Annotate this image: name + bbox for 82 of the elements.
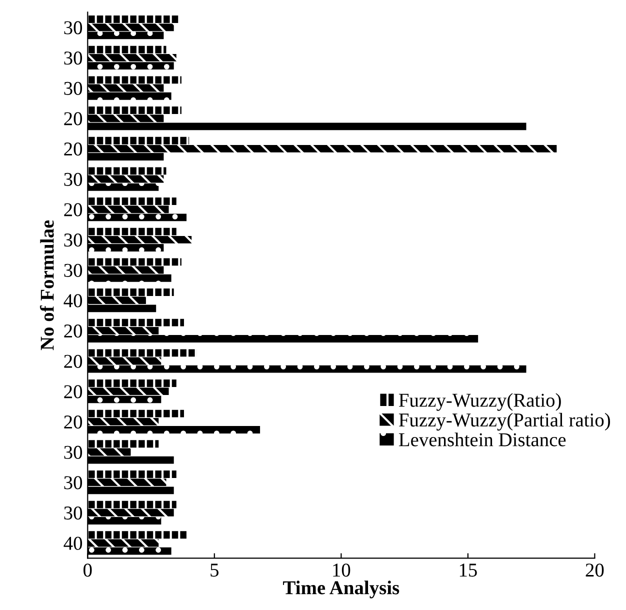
- y-axis-title: No of Formulae: [40, 220, 54, 350]
- bar: [88, 547, 172, 555]
- y-tick-label: 30: [64, 21, 82, 34]
- bar: [88, 396, 162, 404]
- bar: [88, 236, 192, 244]
- x-tick-label: 15: [460, 564, 477, 577]
- bar: [88, 410, 184, 418]
- x-tick-label: 10: [333, 564, 350, 577]
- bar: [88, 531, 187, 539]
- bar: [88, 478, 166, 486]
- bar: [88, 426, 260, 434]
- y-tick-label: 30: [64, 52, 82, 65]
- y-tick-label: 20: [64, 142, 82, 156]
- bar: [88, 517, 162, 524]
- bar: [88, 153, 164, 160]
- bar: [88, 258, 182, 266]
- y-tick-label: 20: [64, 385, 82, 398]
- bar: [88, 62, 174, 70]
- y-tick-label: 40: [64, 294, 82, 308]
- bar: [88, 54, 176, 62]
- x-tick-label: 0: [84, 564, 92, 577]
- bar: [88, 244, 164, 252]
- bar: [88, 16, 179, 23]
- y-tick-label: 30: [64, 446, 82, 459]
- bar: [88, 266, 164, 274]
- bar: [88, 122, 526, 130]
- bar: [88, 167, 166, 175]
- bar: [88, 198, 176, 205]
- y-tick-label: 30: [64, 476, 82, 490]
- bar: [88, 500, 176, 508]
- y-tick-label: 20: [64, 203, 82, 216]
- bar: [88, 440, 159, 448]
- bar: [88, 318, 184, 326]
- x-tick-label: 20: [586, 564, 604, 577]
- bar: [88, 84, 164, 92]
- y-tick-label: 40: [64, 536, 82, 550]
- bar: [88, 357, 162, 365]
- bar: [88, 206, 169, 214]
- bar: [88, 326, 159, 334]
- x-tick-label: 5: [210, 564, 219, 577]
- bar: [88, 136, 190, 144]
- bar: [88, 418, 159, 426]
- bar: [88, 106, 182, 114]
- bar: [88, 508, 174, 516]
- y-tick-label: 20: [64, 324, 82, 338]
- x-axis-title: Time Analysis: [283, 580, 400, 598]
- y-tick-label: 30: [64, 264, 82, 277]
- bar: [88, 380, 176, 387]
- bar: [88, 365, 526, 373]
- legend-label: Levenshtein Distance: [398, 432, 566, 446]
- bar: [88, 335, 478, 342]
- bar: [88, 32, 164, 40]
- bar: [88, 228, 176, 236]
- bar: [88, 214, 187, 222]
- y-tick-label: 30: [64, 233, 82, 247]
- y-tick-label: 20: [64, 415, 82, 429]
- legend-label: Fuzzy-Wuzzy(Partial ratio): [398, 412, 610, 431]
- bar: [88, 296, 146, 304]
- bar: [88, 24, 174, 32]
- bar: [88, 349, 197, 357]
- bar: [88, 486, 174, 494]
- bar: [88, 76, 182, 84]
- bar: [88, 274, 172, 282]
- y-tick-label: 20: [64, 112, 82, 126]
- y-tick-label: 30: [64, 506, 82, 520]
- bar: [88, 175, 164, 183]
- bar: [88, 304, 156, 312]
- bar: [88, 448, 131, 456]
- y-tick-label: 20: [64, 354, 82, 368]
- bar: [88, 183, 159, 191]
- bar: [88, 288, 174, 296]
- bar: [88, 470, 176, 478]
- bar: [88, 46, 166, 54]
- y-tick-label: 30: [64, 172, 82, 186]
- y-tick-label: 30: [64, 82, 82, 95]
- bar: [88, 144, 557, 152]
- bar: [88, 114, 164, 122]
- bar: [88, 539, 159, 547]
- bar: [88, 456, 174, 464]
- bar: [88, 388, 169, 396]
- bar: [88, 92, 172, 100]
- legend-label: Fuzzy-Wuzzy(Ratio): [398, 393, 561, 411]
